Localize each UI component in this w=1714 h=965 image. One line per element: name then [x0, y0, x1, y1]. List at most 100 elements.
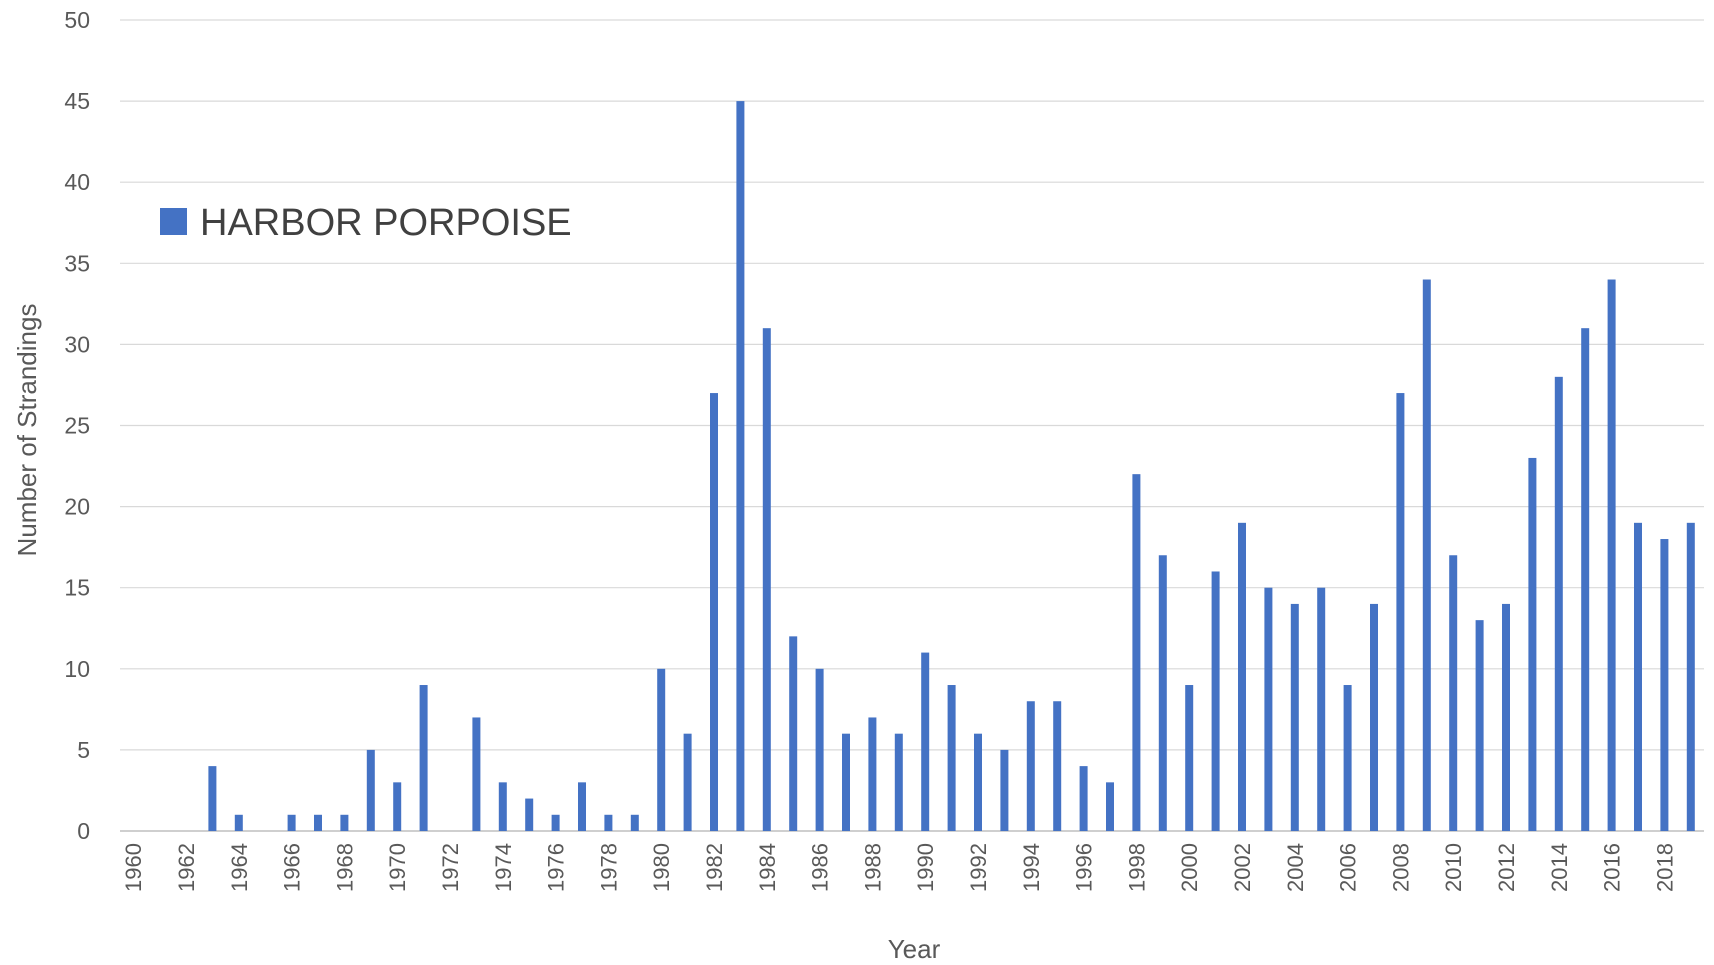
bar-2002 — [1238, 522, 1246, 831]
x-tick-label-1988: 1988 — [860, 843, 885, 892]
bar-1976 — [551, 814, 560, 831]
bar-1964 — [234, 814, 243, 831]
bar-1968 — [340, 814, 349, 831]
x-tick-label-1980: 1980 — [649, 843, 674, 892]
bar-2010 — [1449, 555, 1458, 831]
bar-1981 — [683, 733, 692, 831]
bar-1989 — [894, 733, 903, 831]
x-tick-label-1970: 1970 — [385, 843, 410, 892]
x-tick-label-1982: 1982 — [702, 843, 727, 892]
bar-1993 — [1000, 749, 1009, 831]
bar-2000 — [1185, 685, 1194, 831]
y-tick-label-5: 5 — [77, 737, 90, 763]
y-tick-label-35: 35 — [64, 250, 90, 276]
y-tick-label-45: 45 — [64, 88, 90, 114]
bar-2006 — [1343, 685, 1352, 831]
bar-2019 — [1686, 522, 1695, 831]
bar-1995 — [1053, 701, 1062, 831]
bar-2009 — [1422, 279, 1431, 831]
bar-1979 — [630, 814, 639, 831]
bar-1991 — [947, 685, 956, 831]
x-axis-tick-labels: 1960 1962 1964 1966 1968 1970 1972 1974 1976 1978… — [121, 843, 1677, 892]
bar-2004 — [1290, 603, 1299, 831]
x-tick-label-2016: 2016 — [1600, 843, 1625, 892]
bar-1973 — [472, 717, 481, 831]
bar-1977 — [578, 782, 586, 831]
gridlines — [120, 19, 1704, 832]
y-tick-label-10: 10 — [64, 656, 90, 682]
legend-label: HARBOR PORPOISE — [200, 202, 572, 244]
y-tick-label-20: 20 — [64, 494, 90, 520]
bar-1984 — [762, 328, 771, 831]
bar-2008 — [1396, 393, 1405, 831]
bar-1988 — [868, 717, 877, 831]
x-tick-label-2004: 2004 — [1283, 843, 1308, 892]
bar-2016 — [1607, 279, 1616, 831]
bar-1998 — [1132, 474, 1141, 831]
y-tick-label-15: 15 — [64, 575, 90, 601]
bar-1970 — [393, 782, 402, 831]
x-axis-title: Year — [888, 934, 941, 964]
x-tick-label-2008: 2008 — [1388, 843, 1413, 892]
bar-2011 — [1475, 620, 1484, 831]
x-tick-label-2000: 2000 — [1177, 843, 1202, 892]
bar-2012 — [1502, 603, 1510, 831]
bar-2014 — [1554, 376, 1563, 831]
y-tick-label-50: 50 — [64, 7, 90, 33]
legend: HARBOR PORPOISE — [160, 202, 572, 244]
bar-2013 — [1528, 457, 1537, 831]
bar-1969 — [366, 749, 375, 831]
x-tick-label-1966: 1966 — [280, 843, 305, 892]
bar-1999 — [1158, 555, 1167, 831]
x-tick-label-1984: 1984 — [755, 843, 780, 892]
bar-1997 — [1106, 782, 1114, 831]
bar-1967 — [314, 814, 322, 831]
x-tick-label-1962: 1962 — [174, 843, 199, 892]
x-tick-label-1990: 1990 — [913, 843, 938, 892]
bar-1983 — [736, 101, 745, 832]
bar-1990 — [921, 652, 930, 831]
y-tick-label-40: 40 — [64, 169, 90, 195]
bar-2015 — [1581, 328, 1590, 831]
y-tick-label-25: 25 — [64, 413, 90, 439]
bar-1975 — [525, 798, 534, 831]
x-tick-label-1978: 1978 — [596, 843, 621, 892]
bar-1963 — [208, 766, 217, 831]
y-tick-label-0: 0 — [77, 818, 90, 844]
x-tick-label-2002: 2002 — [1230, 843, 1255, 892]
x-tick-label-1976: 1976 — [544, 843, 569, 892]
x-tick-label-2012: 2012 — [1494, 843, 1519, 892]
x-tick-label-1960: 1960 — [121, 843, 146, 892]
y-axis-title: Number of Strandings — [12, 304, 42, 557]
bar-1978 — [604, 814, 613, 831]
x-tick-label-1996: 1996 — [1072, 843, 1097, 892]
y-axis-tick-labels: 0 5 10 15 20 25 30 35 40 45 50 — [64, 7, 90, 844]
x-tick-label-1992: 1992 — [966, 843, 991, 892]
x-tick-label-1968: 1968 — [332, 843, 357, 892]
x-tick-label-1994: 1994 — [1019, 843, 1044, 892]
bar-2018 — [1660, 539, 1669, 831]
bars — [208, 101, 1695, 832]
y-tick-label-30: 30 — [64, 331, 90, 357]
bar-2007 — [1370, 603, 1378, 831]
bar-1966 — [287, 814, 296, 831]
x-tick-label-2010: 2010 — [1441, 843, 1466, 892]
x-tick-label-2014: 2014 — [1547, 843, 1572, 892]
bar-1974 — [498, 782, 507, 831]
x-tick-label-1974: 1974 — [491, 843, 516, 892]
bar-1985 — [789, 636, 798, 831]
bar-2003 — [1264, 587, 1273, 831]
x-tick-label-2006: 2006 — [1336, 843, 1361, 892]
x-tick-label-1998: 1998 — [1124, 843, 1149, 892]
bar-2017 — [1634, 522, 1642, 831]
bar-1980 — [657, 668, 666, 831]
bar-1982 — [710, 393, 718, 831]
x-tick-label-1986: 1986 — [808, 843, 833, 892]
bar-1992 — [974, 733, 982, 831]
bar-2005 — [1317, 587, 1326, 831]
legend-swatch — [160, 208, 187, 235]
bar-1996 — [1079, 766, 1088, 831]
bar-2001 — [1211, 571, 1220, 831]
bar-1994 — [1026, 701, 1035, 831]
